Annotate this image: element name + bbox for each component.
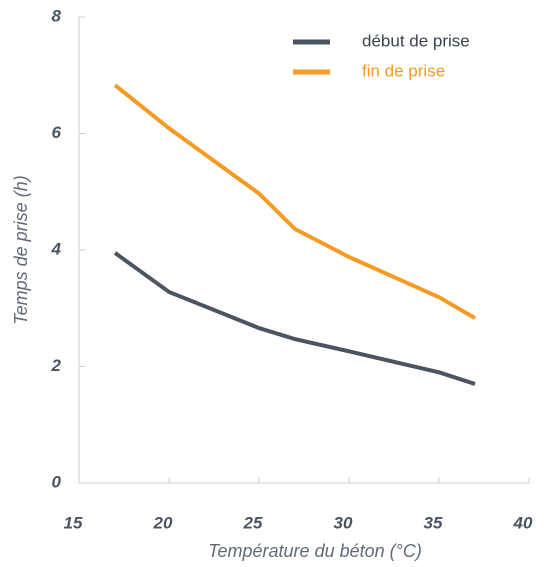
legend-label: début de prise — [362, 31, 470, 50]
y-tick-label: 4 — [51, 239, 62, 258]
line — [113, 251, 476, 386]
x-tick-label: 15 — [64, 513, 83, 532]
y-tick-label: 8 — [52, 6, 62, 25]
legend-label: fin de prise — [362, 61, 445, 80]
x-tick-label: 20 — [153, 513, 173, 532]
x-tick-label: 25 — [243, 513, 263, 532]
x-tick-label: 35 — [424, 513, 443, 532]
x-tick-label: 30 — [334, 513, 353, 532]
y-axis-label: Temps de prise (h) — [11, 175, 31, 324]
y-tick-label: 0 — [52, 472, 62, 491]
y-tick-label: 6 — [52, 123, 62, 142]
y-tick-label: 2 — [51, 356, 62, 375]
line — [113, 83, 477, 320]
x-tick-label: 40 — [513, 513, 533, 532]
x-axis-label: Température du béton (°C) — [208, 541, 422, 561]
